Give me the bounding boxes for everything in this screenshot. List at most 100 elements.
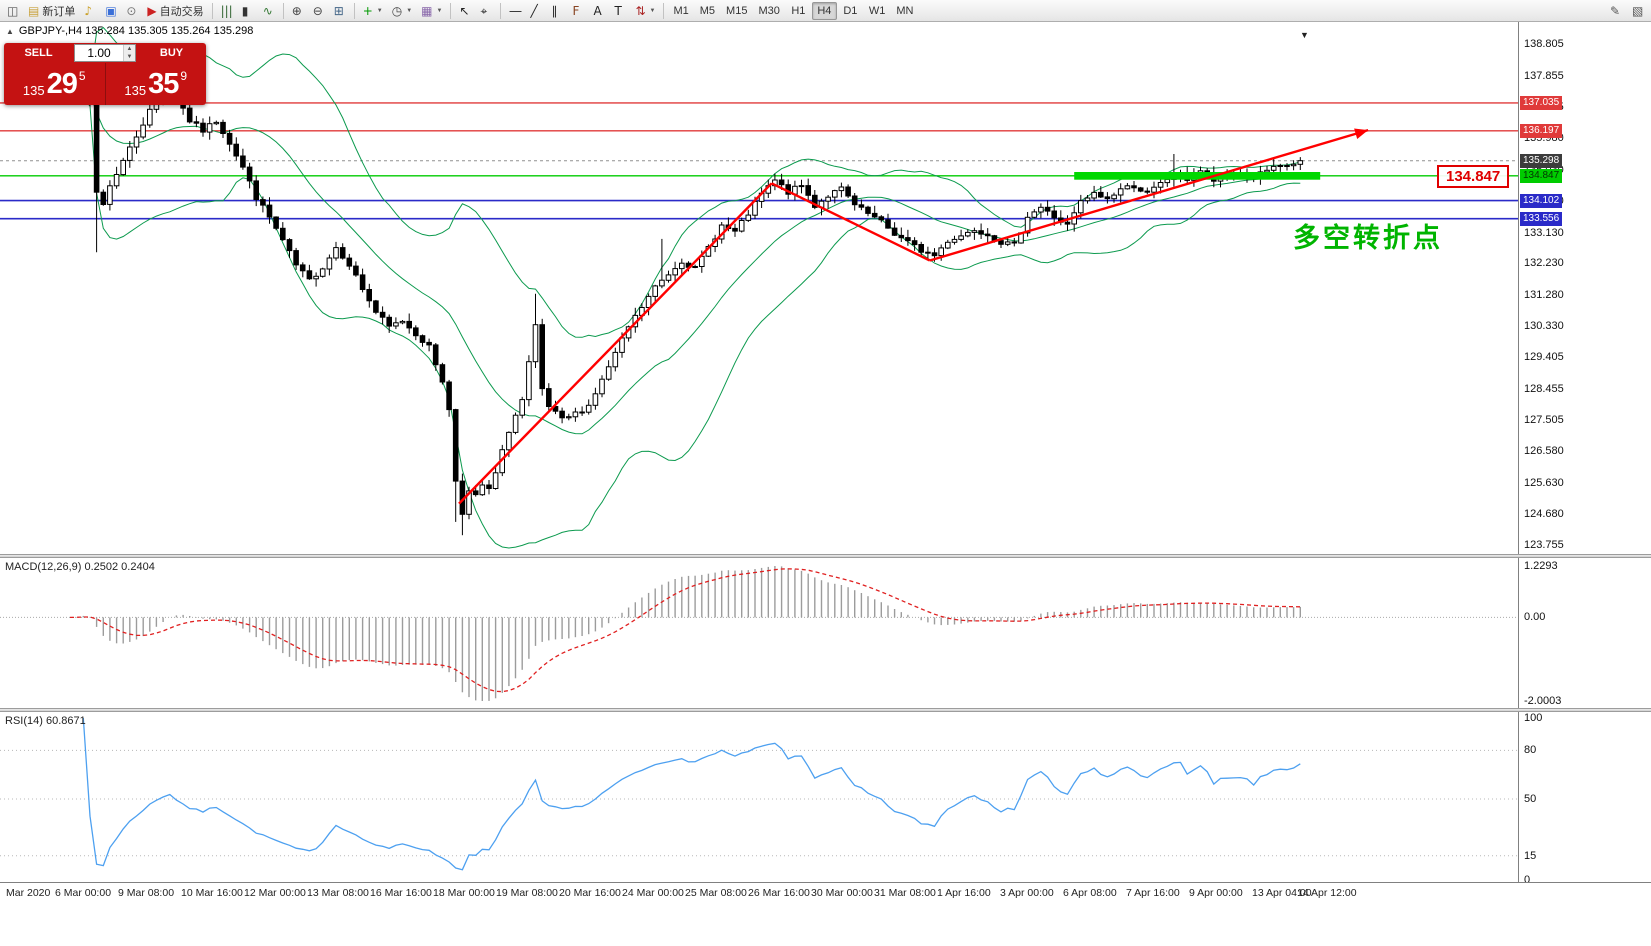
rsi-tick: 50: [1524, 793, 1537, 805]
bar-chart-button[interactable]: |||: [217, 2, 237, 20]
timeframe-button-m15[interactable]: M15: [726, 4, 748, 17]
price-scale[interactable]: 138.805137.855136.905135.980135.030134.0…: [1519, 22, 1651, 554]
arrows-button[interactable]: ⇅ ▼: [631, 2, 659, 20]
candle-body: [293, 250, 299, 266]
candle-body: [1044, 206, 1051, 212]
dropdown-caret-icon[interactable]: ▼: [649, 7, 656, 14]
trend-line-1[interactable]: [458, 182, 773, 505]
toolbar-separator: [211, 2, 213, 19]
timeframe-button-d1[interactable]: D1: [843, 4, 858, 17]
price-shift-marker-icon[interactable]: ▼: [1300, 30, 1309, 40]
alerts-button[interactable]: ♪: [80, 2, 100, 20]
timeframe-button-mn[interactable]: MN: [896, 4, 914, 17]
sell-button[interactable]: SELL: [24, 47, 53, 59]
price-tick: 137.855: [1524, 70, 1564, 82]
channel-button[interactable]: ∥: [547, 2, 567, 20]
candle-body: [1038, 206, 1044, 213]
time-axis[interactable]: Mar 2020 6 Mar 00:00 9 Mar 08:00 10 Mar 16:…: [0, 882, 1651, 904]
time-label: 13 Mar 08:00: [307, 887, 369, 899]
candle-body: [206, 123, 213, 133]
macd-label: MACD(12,26,9) 0.2502 0.2404: [5, 561, 155, 573]
main-chart-panel[interactable]: ▲ GBPJPY-,H4 135.284 135.305 135.264 135…: [0, 22, 1651, 554]
macd-panel[interactable]: MACD(12,26,9) 0.2502 0.2404 1.2293 0.00 -2…: [0, 558, 1651, 708]
dropdown-caret-icon[interactable]: ▼: [436, 7, 443, 14]
autotrading-button[interactable]: ▶ 自动交易: [143, 2, 207, 20]
panel-splitter[interactable]: [0, 708, 1651, 712]
macd-scale[interactable]: 1.2293 0.00 -2.0003: [1519, 558, 1651, 708]
community-button[interactable]: ⊙: [122, 2, 142, 20]
fibonacci-button[interactable]: F: [568, 2, 588, 20]
bollinger-middle-band: [69, 89, 1301, 435]
candle-body: [599, 378, 605, 395]
timeframe-button-h4[interactable]: H4: [811, 1, 837, 20]
timeframe-button-m30[interactable]: M30: [758, 4, 780, 17]
candle-body: [366, 289, 372, 302]
turning-point-annotation[interactable]: 多空转折点: [1293, 223, 1443, 253]
sell-price[interactable]: 135 29 5: [4, 63, 106, 105]
price-level-tag[interactable]: 134.847: [1437, 165, 1510, 188]
candle-body: [832, 190, 838, 198]
panel-splitter[interactable]: [0, 554, 1651, 558]
candle-body: [951, 238, 958, 243]
rsi-plot[interactable]: RSI(14) 60.8671: [0, 712, 1519, 882]
tile-windows-button[interactable]: ⊞: [330, 2, 350, 20]
buy-price[interactable]: 135 35 9: [106, 63, 207, 105]
price-badge-135298: 135.298: [1520, 154, 1563, 168]
candle-body: [1277, 165, 1284, 167]
candle-body: [452, 409, 459, 482]
cursor-button[interactable]: ↖: [455, 2, 475, 20]
rsi-panel[interactable]: RSI(14) 60.8671 100 80 50 15 0: [0, 712, 1651, 886]
label-button[interactable]: T: [610, 2, 630, 20]
text-button[interactable]: A: [589, 2, 609, 20]
accounts-button[interactable]: ▣: [101, 2, 121, 20]
dropdown-caret-icon[interactable]: ▼: [406, 7, 413, 14]
candle-body: [552, 406, 559, 412]
horizontal-line-button[interactable]: ―: [505, 2, 525, 20]
candle-body: [1151, 186, 1157, 193]
crosshair-button[interactable]: ⌖: [476, 2, 496, 20]
trend-line-3[interactable]: [929, 128, 1369, 262]
zoom-out-button[interactable]: ⊖: [309, 2, 329, 20]
macd-tick: -2.0003: [1524, 695, 1562, 707]
timeframe-button-w1[interactable]: W1: [868, 4, 886, 17]
dropdown-caret-icon[interactable]: ▼: [376, 7, 383, 14]
workspace-button[interactable]: ▧: [1628, 2, 1648, 20]
line-chart-button[interactable]: ∿: [259, 2, 279, 20]
timeframe-button-m1[interactable]: M1: [673, 4, 689, 17]
volume-value[interactable]: 1.00: [87, 46, 111, 60]
rsi-scale[interactable]: 100 80 50 15 0: [1519, 712, 1651, 886]
candle-body: [1011, 241, 1018, 244]
trendline-button[interactable]: ╱: [526, 2, 546, 20]
macd-svg[interactable]: [0, 558, 1519, 708]
spinner-up-icon[interactable]: ▲: [126, 46, 133, 52]
main-chart-plot[interactable]: ▲ GBPJPY-,H4 135.284 135.305 135.264 135…: [0, 22, 1519, 554]
main-chart-svg[interactable]: [0, 22, 1519, 554]
spinner-down-icon[interactable]: ▼: [126, 54, 133, 60]
buy-button[interactable]: BUY: [159, 47, 184, 59]
support-zone-rect[interactable]: [1074, 172, 1321, 180]
indicators-icon: +: [362, 3, 373, 18]
new-order-button[interactable]: ▤ 新订单: [24, 2, 79, 20]
volume-spinner[interactable]: ▲ ▼: [123, 45, 135, 61]
candlestick-chart-button[interactable]: ▮: [238, 2, 258, 20]
timeframe-button-m5[interactable]: M5: [699, 4, 716, 17]
templates-button[interactable]: ▦ ▼: [417, 2, 446, 20]
indicators-button[interactable]: + ▼: [359, 2, 387, 20]
macd-plot[interactable]: MACD(12,26,9) 0.2502 0.2404: [0, 558, 1519, 708]
trend-line-2[interactable]: [771, 182, 931, 262]
autotrading-button-label: 自动交易: [159, 5, 204, 18]
volume-field[interactable]: 1.00 ▲ ▼: [74, 44, 136, 62]
price-tick: 127.505: [1524, 414, 1564, 426]
window-menu-button[interactable]: ◫: [3, 2, 23, 20]
candle-body: [692, 266, 698, 268]
timeframe-button-h1[interactable]: H1: [791, 4, 806, 17]
periods-button[interactable]: ◷ ▼: [388, 2, 416, 20]
rsi-svg[interactable]: [0, 712, 1519, 882]
chart-edit-button[interactable]: ✎: [1606, 2, 1626, 20]
zoom-in-button[interactable]: ⊕: [288, 2, 308, 20]
candle-body: [905, 237, 911, 242]
candle-body: [812, 194, 818, 208]
trade-panel-toggle-icon[interactable]: ▲: [6, 26, 14, 36]
price-tick: 124.680: [1524, 508, 1564, 520]
candle-body: [1124, 185, 1131, 190]
